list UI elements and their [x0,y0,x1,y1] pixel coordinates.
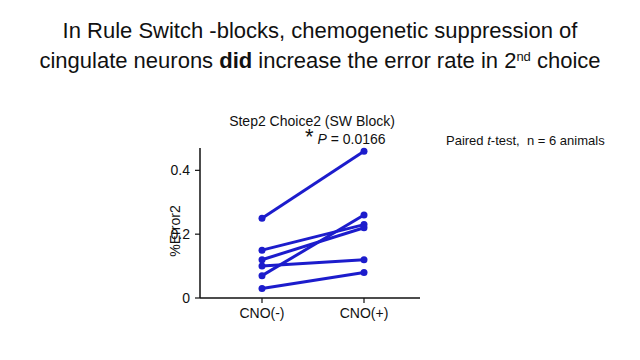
point [259,215,266,222]
slide-title-part: cingulate neurons [39,48,219,73]
point [361,256,368,263]
point [361,224,368,231]
annotation-part: -test, n = 6 animals [491,133,605,148]
plot-area [259,148,368,292]
series-line [262,151,364,218]
page: {"slide_title": {"lines": [ [{"text": "I… [0,0,640,360]
point [259,256,266,263]
y-tick [195,234,200,235]
y-tick [195,170,200,171]
series-line [262,215,364,276]
y-tick [195,297,200,298]
slide-title-part: In Rule Switch -blocks, chemogenetic sup… [63,18,579,43]
slide-title-part: choice [531,48,601,73]
annotation-part: Paired [446,133,487,148]
annotation: Paired t-test, n = 6 animals [446,133,605,148]
x-axis [200,297,420,299]
series-line [262,260,364,266]
slide-title-part: nd [516,49,530,64]
x-tick [261,298,262,303]
point [361,269,368,276]
point [361,148,368,155]
point [259,263,266,270]
y-axis-label: %Error2 [167,205,183,257]
annotation: * P = 0.0166 [305,124,386,149]
slide: In Rule Switch -blocks, chemogenetic sup… [0,0,640,360]
slide-title-line: In Rule Switch -blocks, chemogenetic sup… [63,18,579,43]
background [0,0,640,360]
series-line [262,272,364,288]
slide-title-line: cingulate neurons did increase the error… [39,48,600,73]
x-tick-label: CNO(+) [340,305,389,321]
point [361,212,368,219]
y-tick-label: 0 [182,290,190,306]
y-tick-label: 0.4 [171,162,191,178]
point [259,285,266,292]
slide-title-part: did [219,48,252,73]
slide-title-part: increase the error rate in 2 [252,48,516,73]
x-tick [363,298,364,303]
point [259,272,266,279]
point [259,247,266,254]
annotation-part: = 0.0166 [327,131,386,147]
x-tick-label: CNO(-) [239,305,284,321]
